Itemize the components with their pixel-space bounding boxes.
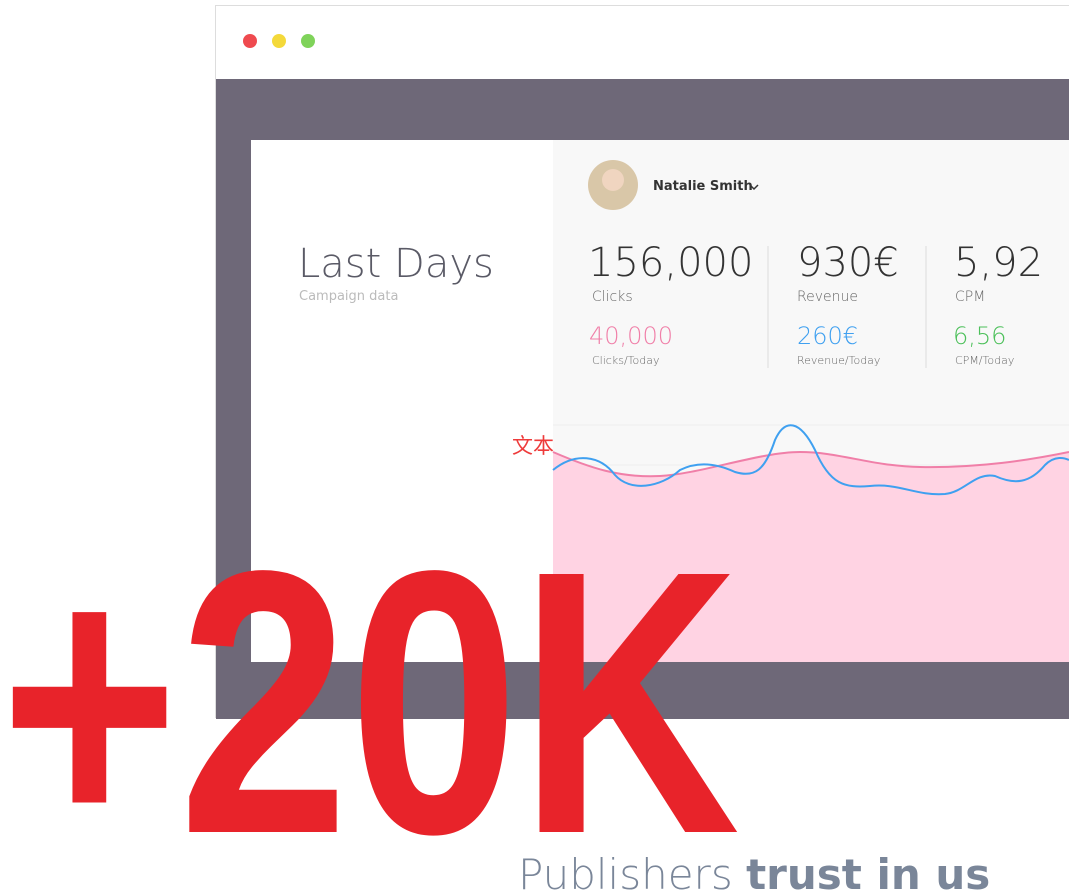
chart-line-pink	[552, 450, 1069, 478]
avatar-face	[602, 169, 624, 191]
dropdown-chevron[interactable]	[749, 184, 759, 191]
headline-bold: trust in us	[746, 850, 990, 892]
stat-value: 930€	[797, 240, 899, 286]
stat-today: 40,000	[589, 322, 673, 350]
stat-today-label: Clicks/Today	[592, 354, 659, 367]
stat-today: 6,56	[953, 322, 1006, 350]
stat-value: 5,92	[954, 240, 1043, 286]
stat-label: Revenue	[797, 289, 858, 305]
headline-light: Publishers	[518, 850, 733, 892]
stat-label: Clicks	[592, 289, 633, 305]
stat-today-label: CPM/Today	[955, 354, 1014, 367]
maximize-dot[interactable]	[301, 34, 315, 48]
chart-line-blue	[552, 424, 1069, 496]
placeholder-label: 文本	[512, 434, 554, 458]
user-name[interactable]: Natalie Smith	[653, 179, 753, 194]
headline-text: Publishers trust in us	[518, 850, 990, 892]
stat-today: 260€	[797, 322, 858, 350]
stat-value: 156,000	[588, 240, 753, 286]
chart-area	[553, 452, 1069, 662]
minimize-dot[interactable]	[272, 34, 286, 48]
headline-number: +20K	[0, 494, 740, 892]
close-dot[interactable]	[243, 34, 257, 48]
stat-today-label: Revenue/Today	[797, 354, 880, 367]
panel-subtitle: Campaign data	[299, 289, 398, 304]
stat-label: CPM	[955, 289, 985, 305]
panel-title: Last Days	[298, 241, 494, 287]
